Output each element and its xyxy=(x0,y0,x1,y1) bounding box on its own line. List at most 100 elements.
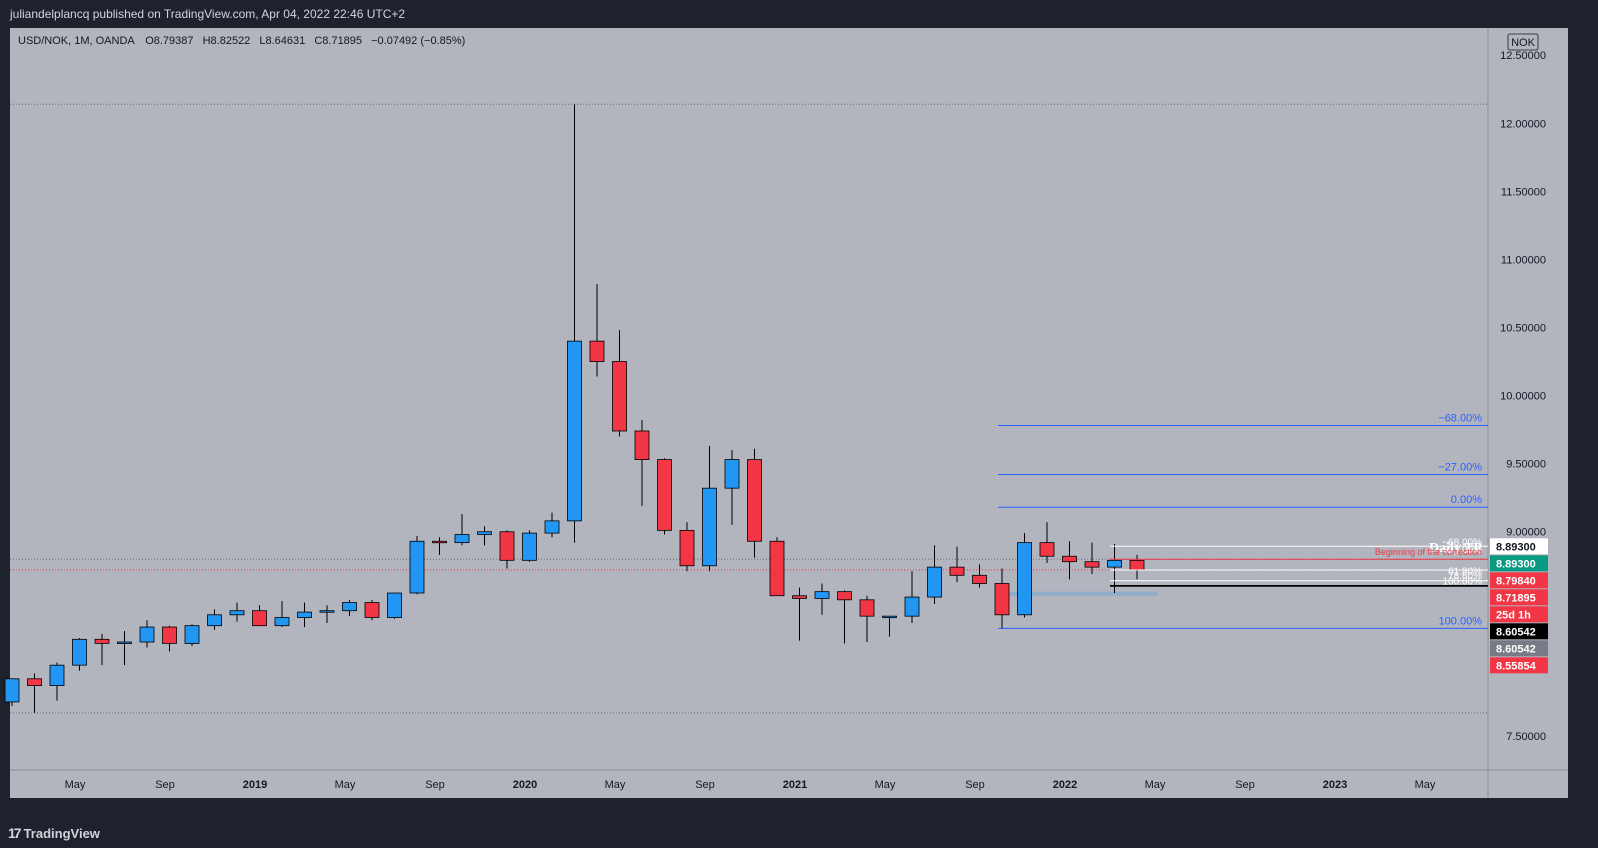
candle-body xyxy=(657,459,672,531)
candle-body xyxy=(904,596,920,617)
candle-body xyxy=(1017,542,1032,616)
time-tick-label: May xyxy=(1415,779,1436,791)
price-tick-label: 10.00000 xyxy=(1500,391,1546,403)
price-label-bg xyxy=(1490,538,1548,555)
candle-body xyxy=(364,602,380,618)
price-label: 25d 1h xyxy=(1496,609,1531,621)
attribution-text: juliandelplancq published on TradingView… xyxy=(10,7,406,21)
legend-symbol: USD/NOK, 1M, OANDA xyxy=(18,35,135,47)
candle-body xyxy=(859,599,875,617)
daily-tp-label: Daily TP xyxy=(1429,541,1482,556)
candle-body xyxy=(454,534,470,544)
candle-body xyxy=(814,591,830,599)
price-tick-label: 12.00000 xyxy=(1500,118,1546,130)
legend-close: C8.71895 xyxy=(314,35,362,47)
small-fib-label: −27.00% xyxy=(1442,545,1482,556)
candle-body xyxy=(72,638,87,666)
price-label: 8.60542 xyxy=(1496,626,1536,638)
legend-change: −0.07492 (−0.85%) xyxy=(371,35,465,47)
price-label-bg xyxy=(1490,623,1548,640)
candle-body xyxy=(949,566,965,576)
time-tick-label: May xyxy=(605,779,626,791)
legend-open: O8.79387 xyxy=(145,35,193,47)
time-tick-label: May xyxy=(1145,779,1166,791)
currency-button-label[interactable]: NOK xyxy=(1511,37,1536,49)
candle-body xyxy=(252,610,267,627)
symbol-legend: USD/NOK, 1M, OANDA O8.79387 H8.82522 L8.… xyxy=(18,35,465,47)
currency-button[interactable]: NOK xyxy=(1507,33,1539,51)
legend-low: L8.64631 xyxy=(259,35,305,47)
price-tick-label: 9.00000 xyxy=(1506,527,1546,539)
small-fib-label: 100.00% xyxy=(1443,577,1483,588)
time-tick-label: 2020 xyxy=(513,779,537,791)
tradingview-logo[interactable]: 17 TradingView xyxy=(8,825,100,841)
candle-body xyxy=(679,529,695,567)
candle-body xyxy=(184,625,200,644)
plot-background xyxy=(10,28,1568,798)
currency-button-bg[interactable] xyxy=(1507,33,1539,51)
price-label-bg xyxy=(1490,657,1548,674)
time-tick-label: 2023 xyxy=(1323,779,1347,791)
price-label: 8.89300 xyxy=(1496,558,1536,570)
candle-body xyxy=(342,602,357,612)
candle-body xyxy=(522,532,537,561)
fib-level-label: −27.00% xyxy=(1438,462,1482,474)
time-tick-label: Sep xyxy=(695,779,715,791)
candle-body xyxy=(724,459,740,489)
candle-body xyxy=(1084,561,1100,568)
price-label-bg xyxy=(1490,555,1548,572)
price-tick-label: 12.50000 xyxy=(1500,50,1546,62)
beginning-correction-label: Beginning of the correction xyxy=(1375,547,1482,557)
price-label-bg xyxy=(1490,572,1548,589)
fib-level-label: −68.00% xyxy=(1438,413,1482,425)
time-tick-label: 2022 xyxy=(1053,779,1077,791)
price-label: 8.71895 xyxy=(1496,592,1536,604)
candle-body xyxy=(544,520,560,534)
time-axis[interactable]: May Sep 2019 May Sep 2020 May Sep 2021 May Sep 2022… xyxy=(65,779,1436,791)
candle-body xyxy=(207,614,222,627)
candle-body xyxy=(612,361,627,432)
candle-body xyxy=(162,626,177,644)
candle-body xyxy=(49,664,65,686)
candle-body xyxy=(589,340,605,362)
fib-zone xyxy=(998,591,1158,596)
candle-body xyxy=(1107,559,1122,568)
price-tick-label: 7.50000 xyxy=(1506,731,1546,743)
time-tick-label: 2019 xyxy=(243,779,267,791)
small-fib-label: 78.60% xyxy=(1448,571,1482,582)
grid-lines xyxy=(10,28,1568,798)
candle-body xyxy=(94,638,110,644)
legend-high: H8.82522 xyxy=(203,35,251,47)
fib-level-label: 0.00% xyxy=(1451,494,1482,506)
price-tick-label: 9.50000 xyxy=(1506,459,1546,471)
candles xyxy=(4,104,1145,713)
brand-name: TradingView xyxy=(23,826,100,841)
price-label: 8.89300 xyxy=(1496,541,1536,553)
attribution-bar: juliandelplancq published on TradingView… xyxy=(0,0,1598,28)
fib-level-label: 100.00% xyxy=(1439,615,1483,627)
candle-body xyxy=(747,459,762,542)
price-label-bg xyxy=(1490,606,1548,623)
time-tick-label: Sep xyxy=(965,779,985,791)
time-tick-label: May xyxy=(875,779,896,791)
candle-body xyxy=(1039,542,1055,557)
candle-body xyxy=(634,430,650,460)
candle-body xyxy=(274,617,290,627)
candle-body xyxy=(229,610,245,616)
time-tick-label: Sep xyxy=(425,779,445,791)
time-tick-label: 2021 xyxy=(783,779,807,791)
candle-body xyxy=(409,540,425,594)
candle-body xyxy=(702,487,717,567)
price-label-bg xyxy=(1490,640,1548,657)
price-axis[interactable]: 12.50000 12.00000 11.50000 11.00000 10.50000… xyxy=(1490,50,1548,743)
price-label: 8.79840 xyxy=(1496,575,1536,587)
time-tick-label: May xyxy=(65,779,86,791)
small-fib-label: 61.80% xyxy=(1448,566,1482,577)
price-label: 8.60542 xyxy=(1496,643,1536,655)
overlay-annotations: −68.00%−27.00% 61.80%78.60%100.00% Daily T… xyxy=(1110,538,1488,588)
candle-body xyxy=(319,610,335,613)
price-label: 8.55854 xyxy=(1496,660,1537,672)
fibonacci-retracements[interactable]: −68.00% −27.00% 0.00% 100.00% xyxy=(998,413,1488,629)
tradingview-logo-icon: 17 xyxy=(8,825,22,841)
